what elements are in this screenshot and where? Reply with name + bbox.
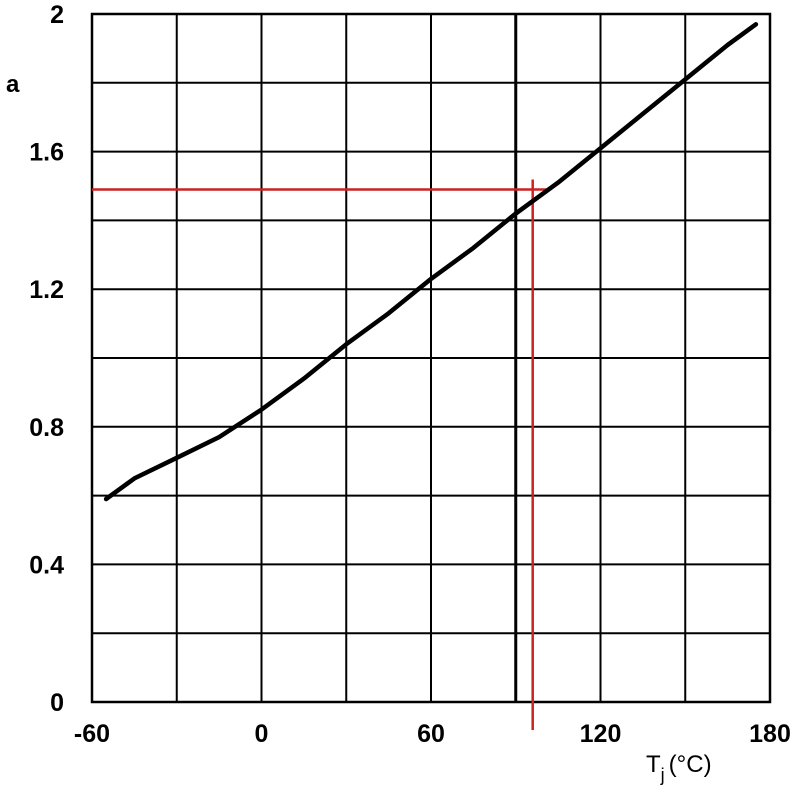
y-tick-label: 0.4 (29, 551, 64, 579)
x-tick-label: -60 (74, 720, 110, 748)
series-line (103, 22, 759, 502)
y-tick-label: 0.8 (29, 414, 64, 442)
plot-frame (90, 12, 772, 704)
y-tick-label: 2 (50, 1, 64, 29)
x-tick-label: 180 (749, 720, 791, 748)
x-tick-label: 0 (255, 720, 269, 748)
y-axis-label: a (6, 71, 20, 98)
y-tick-label: 1.6 (29, 139, 64, 167)
x-axis-label: Tj (°C) (646, 751, 712, 785)
x-axis-label-unit: (°C) (669, 751, 712, 778)
x-tick-label: 60 (417, 720, 445, 748)
y-tick-label: 1.2 (29, 276, 64, 304)
series (103, 22, 759, 502)
y-tick-label: 0 (50, 689, 64, 717)
x-tick-label: 120 (580, 720, 622, 748)
tick-labels: -60 0 60 120 180 0 0.4 0.8 1.2 1.6 2 (29, 1, 791, 748)
grid (90, 12, 772, 704)
reference-lines (92, 14, 549, 730)
x-axis-label-subscript: j (660, 765, 665, 785)
x-axis-label-main: T (646, 751, 661, 778)
